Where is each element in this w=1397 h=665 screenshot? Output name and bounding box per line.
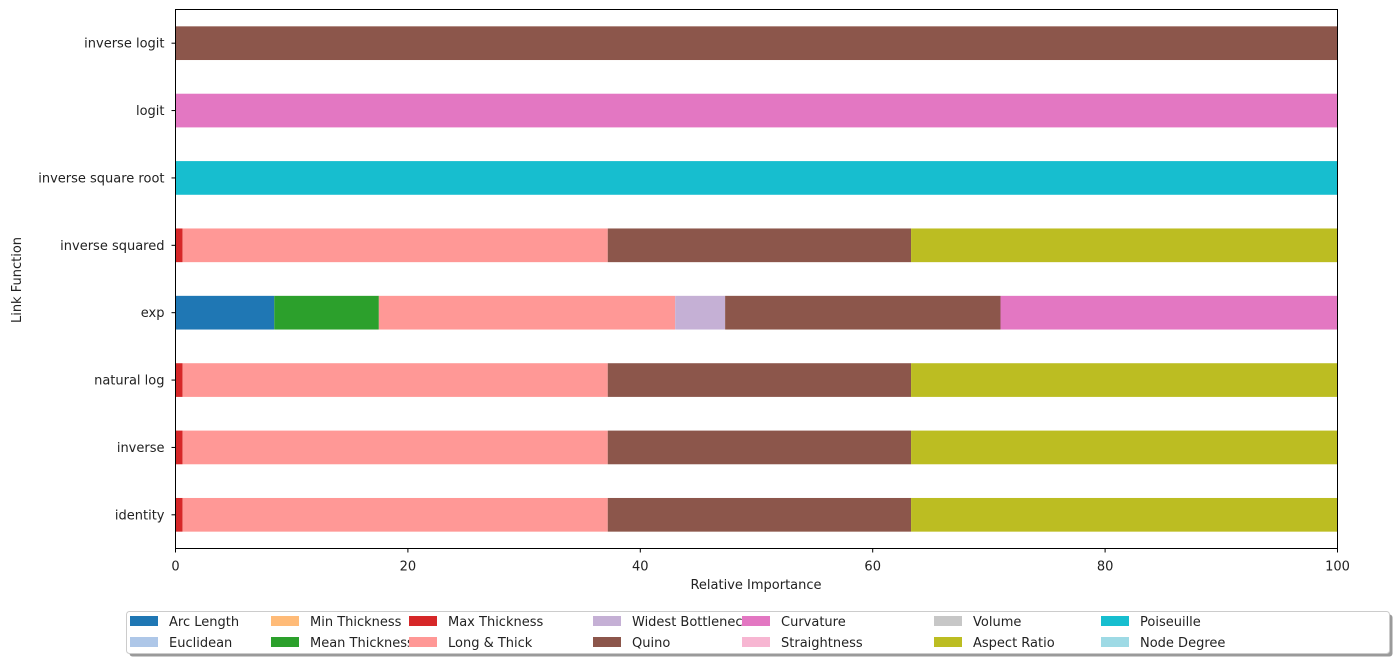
x-axis: 0 20 40 60 80 100 (171, 548, 1350, 575)
bar-segment (911, 228, 1338, 263)
y-tick-label: inverse square root (38, 171, 164, 186)
legend-swatch (271, 637, 299, 647)
legend-label: Volume (973, 615, 1021, 630)
legend-swatch (130, 637, 158, 647)
legend-swatch (130, 616, 158, 626)
legend-label: Long & Thick (448, 636, 533, 651)
bar-segment (175, 497, 183, 532)
x-tick-label: 40 (632, 560, 649, 575)
bar-segment (182, 430, 608, 465)
legend-swatch (593, 616, 621, 626)
legend-swatch (1101, 616, 1129, 626)
bar-segment (675, 295, 726, 330)
legend-frame (126, 611, 1390, 654)
bar-segment (1000, 295, 1338, 330)
y-tick-label: inverse (117, 441, 165, 456)
bar-segment (274, 295, 379, 330)
legend-swatch (934, 637, 962, 647)
legend-label: Euclidean (169, 636, 232, 651)
y-tick-label: exp (141, 306, 165, 321)
legend-label: Widest Bottleneck (632, 615, 750, 630)
y-tick-label: logit (136, 104, 165, 119)
bar-segment (175, 228, 183, 263)
bar-segment (911, 430, 1338, 465)
y-tick-label: identity (115, 508, 165, 523)
bar-segment (175, 363, 183, 397)
legend-swatch (593, 637, 621, 647)
legend-label: Curvature (781, 615, 846, 630)
legend-label: Mean Thickness (310, 636, 414, 651)
bar-segment (378, 295, 676, 330)
legend-label: Min Thickness (310, 615, 402, 630)
x-tick-label: 80 (1097, 560, 1114, 575)
bar-segment (725, 295, 1001, 330)
bar-segment (175, 93, 1338, 128)
legend-label: Straightness (781, 636, 863, 651)
legend-swatch (742, 637, 770, 647)
bar-segment (182, 363, 608, 397)
y-tick-label: inverse logit (84, 37, 164, 52)
bar-segment (607, 430, 912, 465)
bar-segment (607, 228, 912, 263)
legend-label: Poiseuille (1140, 615, 1201, 630)
legend-swatch (742, 616, 770, 626)
legend-swatch (409, 616, 437, 626)
bar-segment (175, 430, 183, 465)
y-axis: identity inverse natural log exp inverse squ… (38, 37, 176, 523)
bar-segment (182, 497, 608, 532)
legend-label: Aspect Ratio (973, 636, 1055, 651)
x-tick-label: 20 (400, 560, 417, 575)
legend-swatch (1101, 637, 1129, 647)
legend-label: Quino (632, 636, 670, 651)
bars-layer (175, 26, 1338, 532)
bar-segment (175, 161, 1338, 195)
x-axis-label: Relative Importance (690, 578, 821, 593)
y-tick-label: inverse squared (60, 239, 164, 254)
bar-segment (607, 497, 912, 532)
bar-segment (607, 363, 912, 397)
y-axis-label: Link Function (10, 237, 25, 323)
bar-segment (911, 497, 1338, 532)
legend-swatch (409, 637, 437, 647)
bar-segment (175, 26, 1338, 61)
x-tick-label: 100 (1325, 560, 1350, 575)
y-tick-label: natural log (94, 374, 164, 389)
legend-swatch (934, 616, 962, 626)
x-tick-label: 0 (171, 560, 179, 575)
legend: Arc Length Euclidean Min Thickness Mean Thi… (126, 611, 1393, 657)
legend-label: Arc Length (169, 615, 239, 630)
bar-segment (911, 363, 1338, 397)
bar-segment (182, 228, 608, 263)
bar-segment (175, 295, 275, 330)
plot-frame (175, 9, 1338, 549)
legend-label: Max Thickness (448, 615, 543, 630)
x-tick-label: 60 (864, 560, 881, 575)
legend-label: Node Degree (1140, 636, 1225, 651)
legend-swatch (271, 616, 299, 626)
